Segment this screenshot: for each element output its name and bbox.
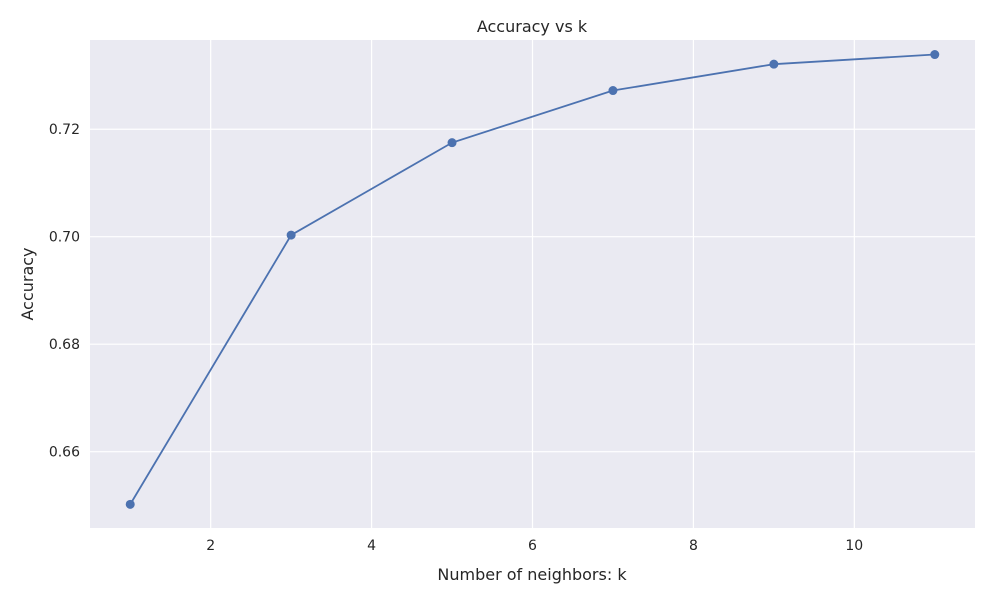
- data-point: [608, 86, 618, 96]
- x-tick-label: 4: [367, 538, 376, 554]
- y-tick-label: 0.66: [49, 445, 80, 461]
- x-axis-title: Number of neighbors: k: [437, 565, 627, 584]
- x-tick-label: 2: [206, 538, 215, 554]
- data-point: [769, 59, 779, 69]
- data-point: [930, 50, 940, 60]
- x-tick-label: 10: [845, 538, 863, 554]
- chart-title: Accuracy vs k: [477, 17, 588, 36]
- series-group: [125, 50, 940, 509]
- data-point: [125, 499, 135, 509]
- y-tick-label: 0.68: [49, 337, 80, 353]
- x-tick-label: 6: [528, 538, 537, 554]
- y-axis-title: Accuracy: [18, 247, 37, 320]
- series-line: [129, 53, 935, 505]
- ticks: 2 4 6 8 10 0.66 0.68 0.70 0.72: [49, 122, 863, 554]
- data-point: [447, 138, 457, 148]
- y-tick-label: 0.70: [49, 230, 80, 246]
- grid: [90, 40, 975, 528]
- y-tick-label: 0.72: [49, 122, 80, 138]
- x-tick-label: 8: [689, 538, 698, 554]
- data-point: [286, 230, 296, 240]
